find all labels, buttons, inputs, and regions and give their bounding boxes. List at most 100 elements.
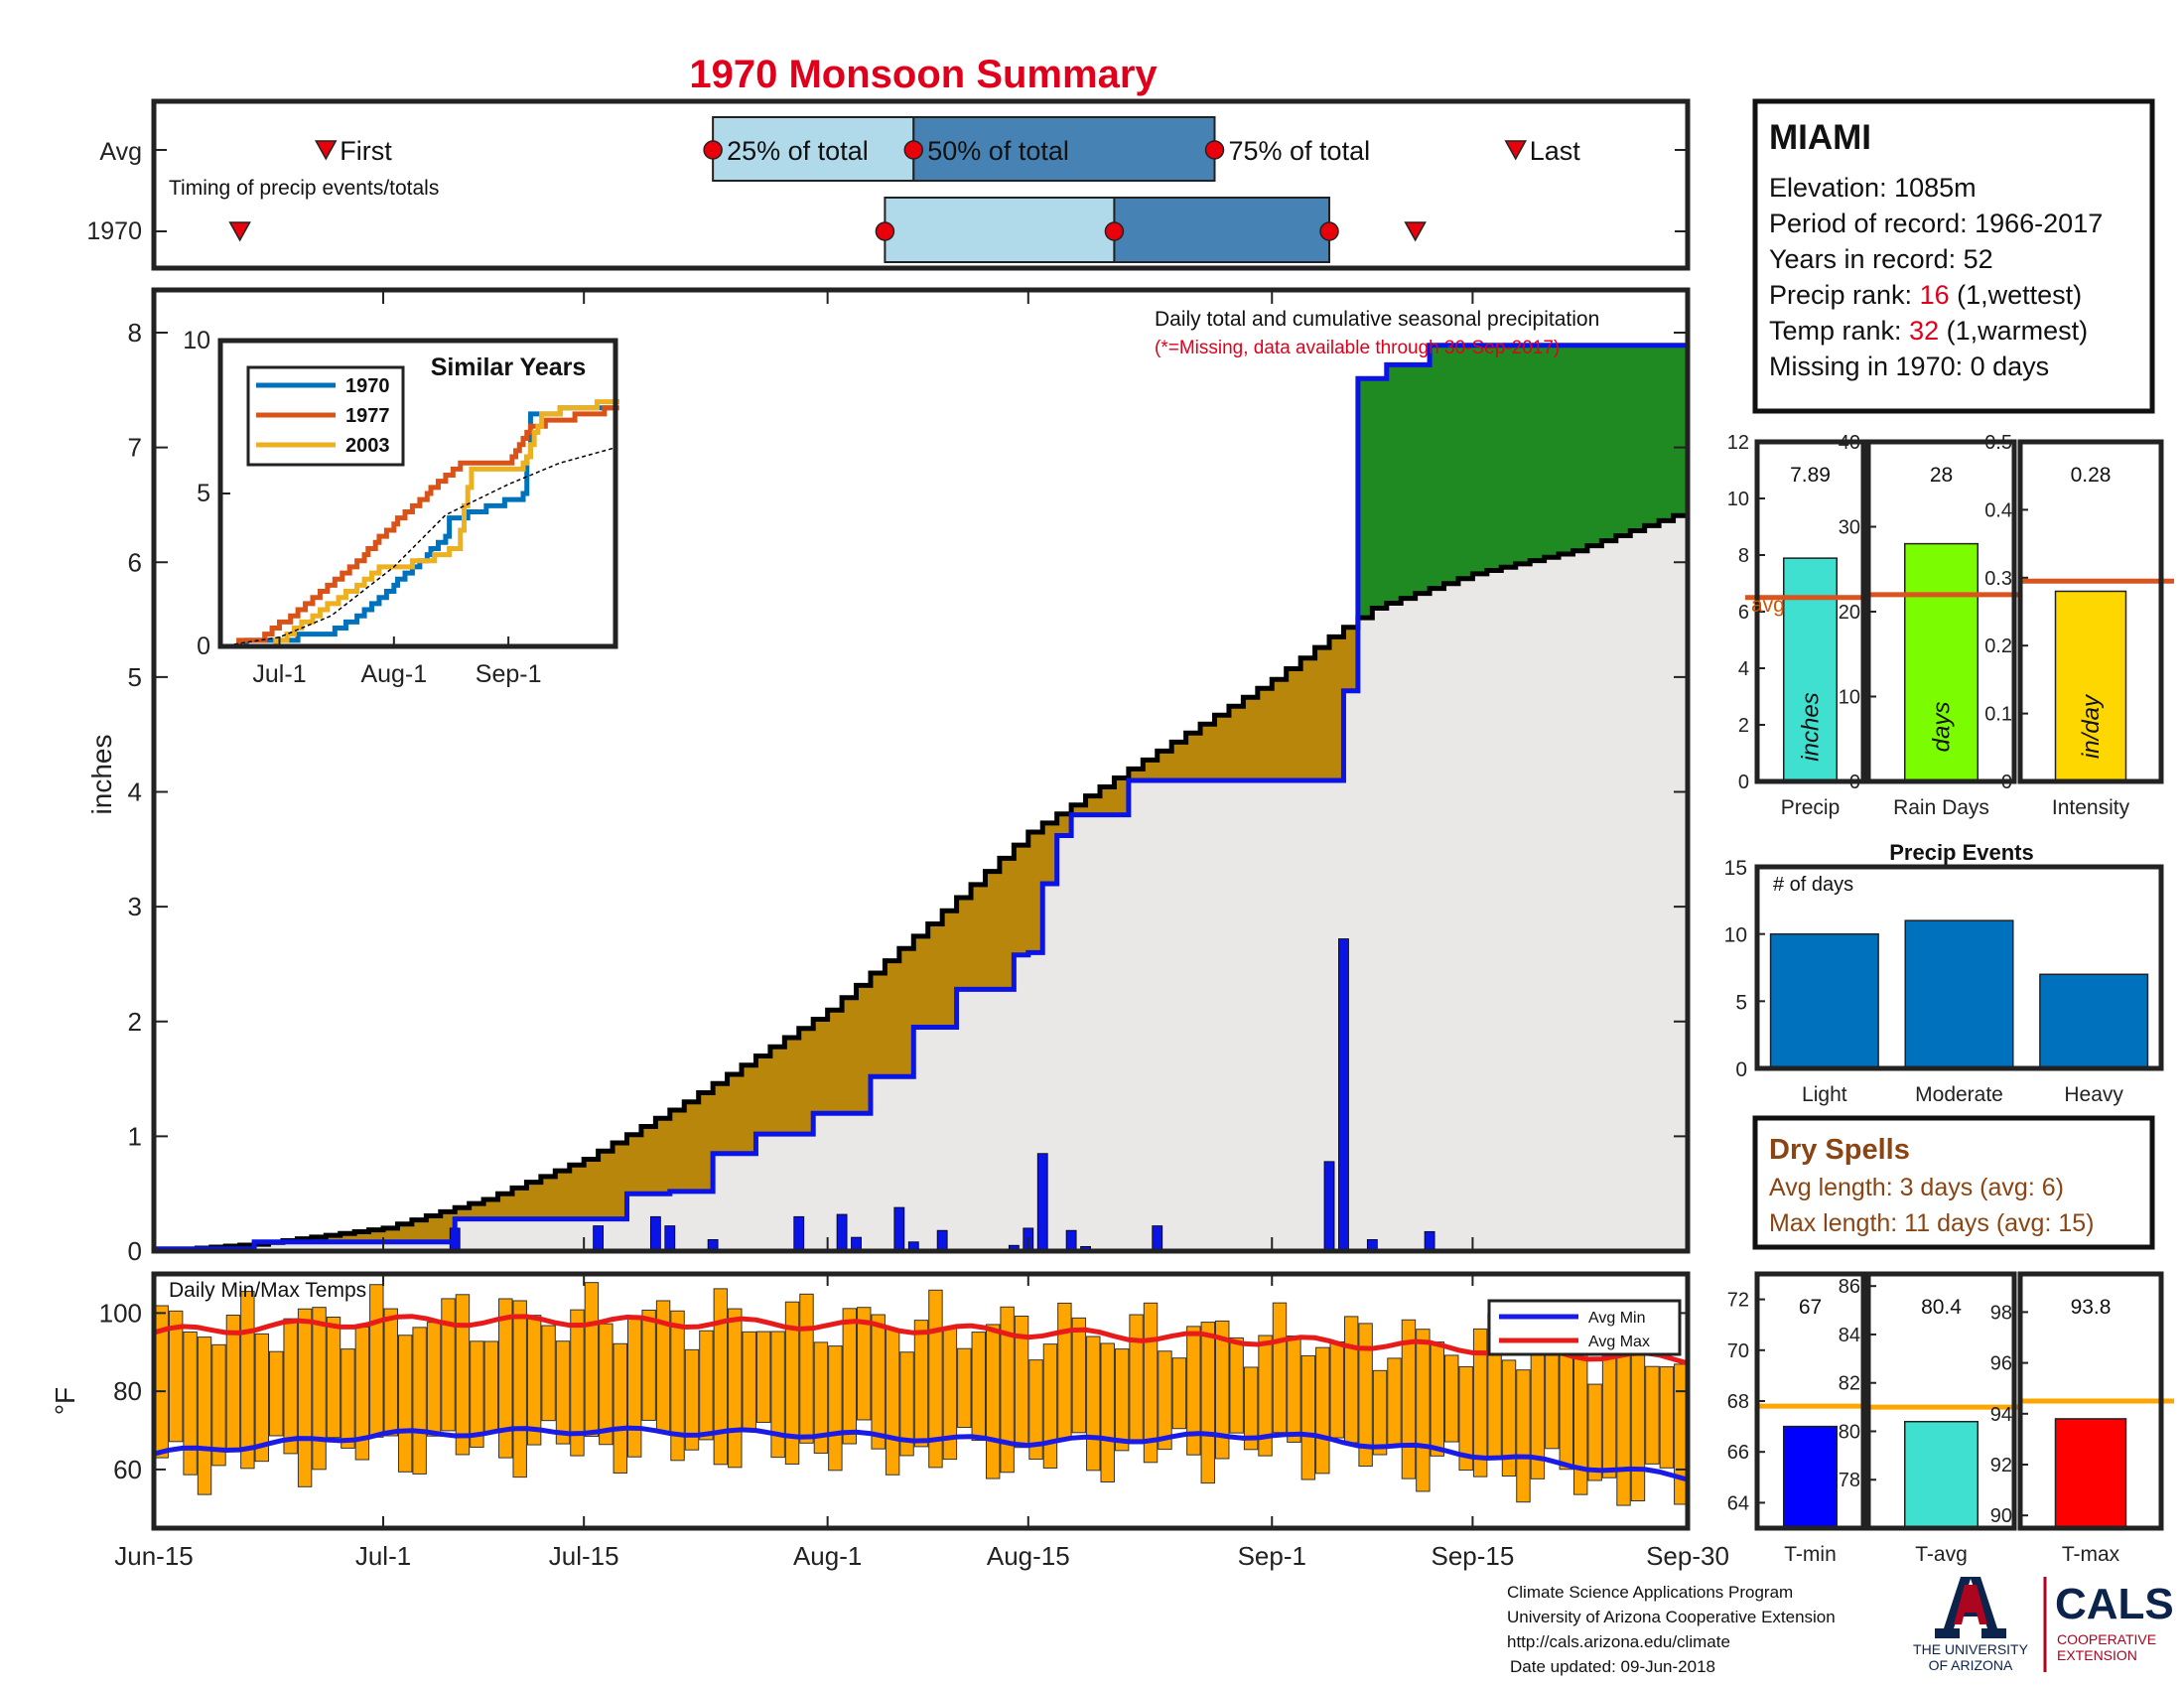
stat-avg-label: avg: [1751, 594, 1785, 617]
below-average-fill: [1228, 706, 1244, 780]
xtick-label: Sep-1: [1238, 1541, 1306, 1571]
above-average-fill: [1530, 345, 1546, 561]
stat-ytick-label: 98: [1990, 1302, 2012, 1324]
below-average-fill: [927, 923, 943, 1028]
stat-ytick-label: 94: [1990, 1404, 2012, 1426]
main-ytick-label: 4: [128, 777, 142, 807]
below-average-fill: [1343, 627, 1359, 691]
main-precip-plot: 0 1 2 3 4 5 6 7 8 Daily total and cumulative sea…: [86, 287, 1691, 1266]
main-ytick-label: 5: [128, 662, 142, 692]
q50-q75-box: [912, 116, 1216, 182]
stat-ytick-label: 0: [2001, 772, 2012, 793]
below-average-fill: [698, 1092, 714, 1192]
daily-precip-bar: [793, 1215, 805, 1252]
daily-temp-range-bar: [684, 1348, 700, 1451]
daily-temp-range-bar: [512, 1300, 527, 1478]
stat-ytick-label: 86: [1839, 1276, 1860, 1298]
below-average-fill: [1200, 724, 1216, 780]
below-average-fill: [426, 1215, 442, 1242]
above-average-fill: [1372, 378, 1388, 609]
daily-temp-range-bar: [1315, 1346, 1330, 1475]
footer-line3: http://cals.arizona.edu/climate: [1507, 1632, 1730, 1651]
stat-value-label: 0.28: [2071, 464, 2112, 487]
below-average-fill: [340, 1233, 355, 1242]
daily-temp-range-bar: [383, 1308, 398, 1437]
daily-temp-range-bar: [1401, 1319, 1417, 1479]
below-average-fill: [1286, 668, 1301, 780]
daily-temp-range-bar: [641, 1309, 656, 1421]
daily-temp-range-bar: [1129, 1314, 1144, 1445]
daily-temp-range-bar: [928, 1289, 943, 1469]
temp-avg-lines: [153, 1314, 1689, 1482]
below-average-fill: [584, 1159, 600, 1219]
average-cumulative-line: [154, 510, 1691, 1254]
daily-temp-range-bar: [1287, 1336, 1301, 1443]
daily-precip-bar: [593, 1225, 605, 1252]
above-average-fill: [1559, 345, 1574, 554]
below-average-fill: [999, 858, 1015, 990]
stat-ytick-label: 66: [1727, 1442, 1749, 1464]
below-average-fill: [1214, 715, 1230, 780]
stat-ytick-label: 0.1: [1984, 704, 2012, 726]
avg-max-line: [153, 1314, 1689, 1366]
daily-temp-range-bar: [728, 1308, 743, 1469]
inset-lines: [219, 399, 619, 649]
daily-temp-range-bar: [1444, 1354, 1459, 1443]
daily-temp-range-bar: [498, 1298, 513, 1459]
xtick-label: Sep-15: [1431, 1541, 1514, 1571]
events-frame: [1754, 864, 2164, 1071]
temperature-panel: 60 80 100 Daily Min/Max Temps °F Avg Min A…: [50, 1271, 1691, 1531]
below-average-fill: [1171, 742, 1187, 780]
footer-line1: Climate Science Applications Program: [1507, 1583, 1793, 1602]
below-average-fill: [1085, 795, 1101, 815]
timing-row-year: 1970: [86, 217, 142, 245]
below-average-fill: [354, 1231, 370, 1242]
daily-precip-bar: [649, 1215, 661, 1252]
above-average-fill: [1515, 345, 1531, 564]
below-average-fill: [1143, 760, 1159, 780]
above-average-fill: [1586, 345, 1602, 546]
daily-temp-range-bar: [1171, 1357, 1187, 1430]
daily-temp-range-bar: [1014, 1315, 1029, 1449]
inset-title: Similar Years: [431, 353, 587, 381]
above-average-fill: [1386, 364, 1402, 604]
dry-spells-title: Dry Spells: [1769, 1134, 1910, 1166]
below-average-fill: [1185, 733, 1201, 780]
below-average-fill: [1099, 786, 1116, 815]
stat-bar-intensity: [2054, 590, 2127, 782]
below-average-fill: [1114, 777, 1130, 815]
stat-xlabel: T-min: [1784, 1543, 1837, 1566]
stat-ytick-label: 20: [1839, 602, 1860, 624]
daily-temp-range-bar: [1343, 1316, 1359, 1444]
below-average-fill: [497, 1194, 513, 1219]
daily-temp-range-bar: [1042, 1343, 1058, 1469]
daily-temp-range-bar: [1071, 1317, 1087, 1434]
below-average-fill: [813, 1019, 829, 1114]
stat-ytick-label: 0.2: [1984, 635, 2012, 657]
stat-xlabel: T-max: [2062, 1543, 2120, 1566]
daily-temp-range-bar: [813, 1341, 829, 1454]
daily-temp-range-bar: [1143, 1302, 1159, 1464]
daily-precip-bar: [936, 1229, 948, 1252]
stat-ytick-label: 30: [1839, 517, 1860, 539]
events-ytick-label: 0: [1735, 1058, 1747, 1081]
inset-xtick-label: Aug-1: [360, 660, 427, 688]
main-ylabel: inches: [86, 735, 117, 815]
stat-unit-label: inches: [1798, 692, 1825, 761]
inset-legend: 1970 1977 2003: [256, 375, 390, 457]
temp-ylabel: °F: [50, 1387, 80, 1415]
inset-ytick-label: 0: [197, 633, 210, 660]
below-average-fill: [613, 1142, 628, 1219]
station-name: MIAMI: [1769, 118, 1871, 157]
stat-frame: [2017, 439, 2164, 784]
precip-rank: Precip rank: 16 (1,wettest): [1769, 280, 2082, 310]
event-bar-light: [1769, 932, 1879, 1069]
stat-value-label: 67: [1799, 1296, 1822, 1319]
daily-temp-range-bar: [770, 1331, 785, 1459]
last-marker: [1404, 221, 1427, 242]
cals-wordmark: CALS: [2055, 1580, 2174, 1628]
daily-temp-range-bar: [312, 1307, 327, 1471]
events-ytick-label: 15: [1724, 857, 1747, 880]
below-average-fill: [1314, 647, 1330, 780]
above-average-fill: [1615, 345, 1631, 536]
